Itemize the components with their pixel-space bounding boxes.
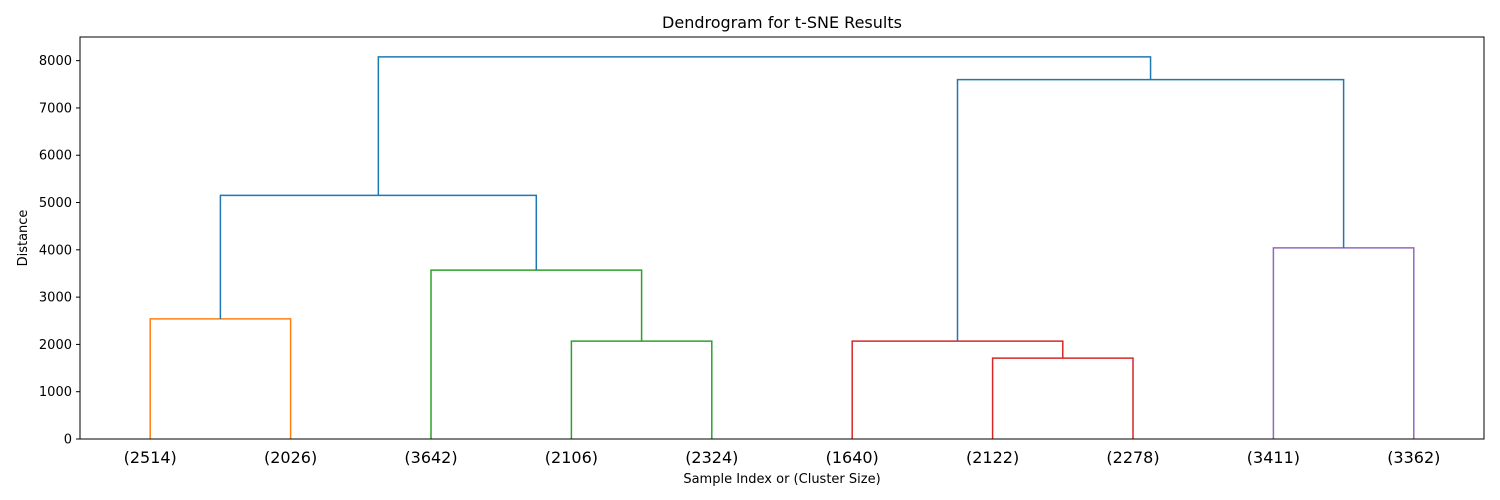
y-axis: 0 1000 2000 3000 4000 5000 6000 7000 8000: [39, 54, 80, 448]
x-axis: (2514) (2026) (3642) (2106) (2324) (1640) (212…: [124, 448, 1441, 467]
y-tick-label: 2000: [39, 338, 72, 353]
x-tick-label: (2278): [1106, 448, 1159, 467]
plot-frame: [79, 36, 1485, 440]
x-tick-label: (2106): [545, 448, 598, 467]
chart-title: Dendrogram for t-SNE Results: [662, 13, 902, 32]
y-tick-label: 3000: [39, 291, 72, 306]
dendrogram-links: [149, 56, 1415, 439]
link-blue-root-merge: [377, 56, 1152, 196]
x-tick-label: (2026): [264, 448, 317, 467]
y-tick-label: 6000: [39, 149, 72, 164]
y-tick-label: 1000: [39, 385, 72, 400]
x-tick-label: (2514): [124, 448, 177, 467]
y-tick-label: 8000: [39, 54, 72, 69]
x-tick-label: (3642): [404, 448, 457, 467]
x-axis-title: Sample Index or (Cluster Size): [683, 472, 880, 487]
y-tick-label: 5000: [39, 196, 72, 211]
y-axis-title: Distance: [16, 210, 31, 267]
x-tick-label: (1640): [826, 448, 879, 467]
x-tick-label: (2122): [966, 448, 1019, 467]
x-tick-label: (2324): [685, 448, 738, 467]
x-tick-label: (3362): [1387, 448, 1440, 467]
y-tick-label: 7000: [39, 101, 72, 116]
x-tick-label: (3411): [1247, 448, 1300, 467]
y-tick-label: 4000: [39, 243, 72, 258]
y-tick-label: 0: [64, 433, 72, 448]
